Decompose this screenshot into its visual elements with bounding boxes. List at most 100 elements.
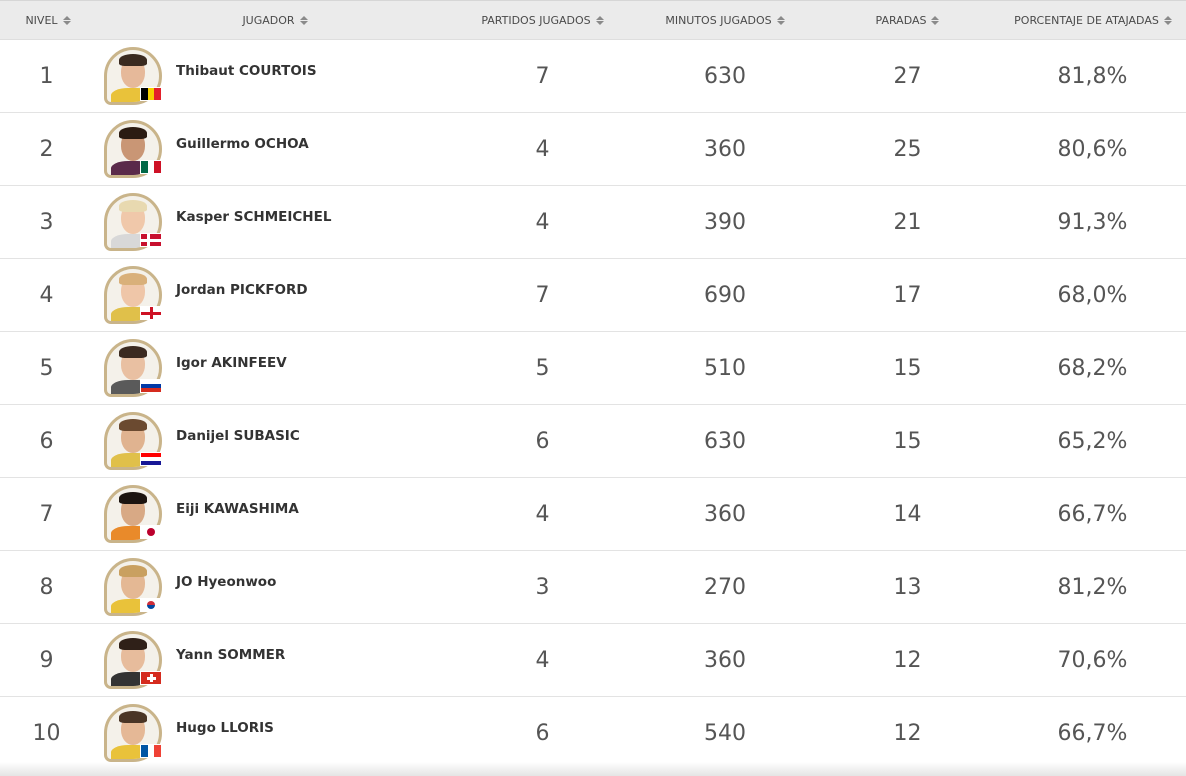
russia-flag-icon [140, 379, 162, 393]
player-avatar [104, 339, 162, 397]
player-name[interactable]: Igor AKINFEEV [176, 355, 287, 371]
table-row[interactable]: 5 5 510 15 68,2% Igor AKINFEEV [0, 332, 1186, 405]
player-name[interactable]: Danijel SUBASIC [176, 428, 300, 444]
player-avatar [104, 704, 162, 762]
save-percentage-cell: 91,3% [1057, 209, 1128, 235]
player-cell[interactable]: Kasper SCHMEICHEL [104, 192, 331, 252]
minutes-cell: 630 [704, 428, 746, 454]
save-percentage-cell: 81,8% [1057, 63, 1128, 89]
sort-minutos-header[interactable]: MINUTOS JUGADOS [650, 1, 800, 39]
player-name[interactable]: Yann SOMMER [176, 647, 286, 663]
matches-cell: 4 [535, 501, 550, 527]
minutes-cell: 630 [704, 63, 746, 89]
table-row[interactable]: 7 4 360 14 66,7% Eiji KAWASHIMA [0, 478, 1186, 551]
player-avatar [104, 193, 162, 251]
minutes-cell: 360 [704, 501, 746, 527]
switzerland-flag-icon [140, 671, 162, 685]
player-avatar [104, 412, 162, 470]
save-percentage-cell: 65,2% [1057, 428, 1128, 454]
player-cell[interactable]: Danijel SUBASIC [104, 411, 300, 471]
player-name[interactable]: Kasper SCHMEICHEL [176, 209, 332, 225]
table-row[interactable]: 4 7 690 17 68,0% Jordan PICKFORD [0, 259, 1186, 332]
saves-cell: 25 [893, 136, 922, 162]
matches-cell: 4 [535, 136, 550, 162]
header-label: PARADAS [875, 13, 927, 27]
player-avatar [104, 631, 162, 689]
header-label: JUGADOR [242, 13, 295, 27]
player-name[interactable]: Hugo LLORIS [176, 720, 274, 736]
table-row[interactable]: 2 4 360 25 80,6% Guillermo OCHOA [0, 113, 1186, 186]
sort-partidos-header[interactable]: PARTIDOS JUGADOS [470, 1, 615, 39]
matches-cell: 4 [535, 209, 550, 235]
sort-arrows-icon [299, 15, 308, 25]
minutes-cell: 270 [704, 574, 746, 600]
table-row[interactable]: 9 4 360 12 70,6% Yann SOMMER [0, 624, 1186, 697]
table-row[interactable]: 6 6 630 15 65,2% Danijel SUBASIC [0, 405, 1186, 478]
player-cell[interactable]: Jordan PICKFORD [104, 265, 308, 325]
matches-cell: 3 [535, 574, 550, 600]
save-percentage-cell: 80,6% [1057, 136, 1128, 162]
table-row[interactable]: 10 6 540 12 66,7% Hugo LLORIS [0, 697, 1186, 770]
table-row[interactable]: 8 3 270 13 81,2% JO Hyeonwoo [0, 551, 1186, 624]
save-percentage-cell: 66,7% [1057, 720, 1128, 746]
sort-paradas-header[interactable]: PARADAS [860, 1, 955, 39]
matches-cell: 7 [535, 63, 550, 89]
rank-cell: 7 [39, 501, 54, 527]
player-name[interactable]: Thibaut COURTOIS [176, 63, 317, 79]
sort-jugador-header[interactable]: JUGADOR [230, 1, 320, 39]
saves-cell: 12 [893, 720, 922, 746]
saves-cell: 12 [893, 647, 922, 673]
table-header: NIVEL JUGADOR PARTIDOS JUGADOS MINUTOS J… [0, 0, 1186, 40]
croatia-flag-icon [140, 452, 162, 466]
minutes-cell: 690 [704, 282, 746, 308]
player-avatar [104, 120, 162, 178]
header-label: PARTIDOS JUGADOS [481, 13, 591, 27]
minutes-cell: 360 [704, 647, 746, 673]
player-cell[interactable]: Igor AKINFEEV [104, 338, 287, 398]
rank-cell: 10 [32, 720, 61, 746]
saves-cell: 13 [893, 574, 922, 600]
save-percentage-cell: 66,7% [1057, 501, 1128, 527]
minutes-cell: 510 [704, 355, 746, 381]
scroll-shadow [0, 762, 1186, 776]
save-percentage-cell: 68,2% [1057, 355, 1128, 381]
rank-cell: 5 [39, 355, 54, 381]
rank-cell: 8 [39, 574, 54, 600]
player-avatar [104, 485, 162, 543]
player-name[interactable]: Guillermo OCHOA [176, 136, 309, 152]
player-cell[interactable]: Eiji KAWASHIMA [104, 484, 299, 544]
table-body: 1 7 630 27 81,8% Thibaut COURTOIS 2 4 360 25 80,6%… [0, 40, 1186, 770]
player-cell[interactable]: Hugo LLORIS [104, 703, 274, 763]
saves-cell: 27 [893, 63, 922, 89]
header-label: PORCENTAJE DE ATAJADAS [1014, 13, 1159, 27]
header-label: MINUTOS JUGADOS [665, 13, 772, 27]
sort-porcentaje-header[interactable]: PORCENTAJE DE ATAJADAS [1000, 1, 1186, 39]
matches-cell: 6 [535, 720, 550, 746]
sort-arrows-icon [62, 15, 71, 25]
save-percentage-cell: 81,2% [1057, 574, 1128, 600]
rank-cell: 2 [39, 136, 54, 162]
matches-cell: 5 [535, 355, 550, 381]
player-name[interactable]: Jordan PICKFORD [176, 282, 308, 298]
saves-cell: 15 [893, 428, 922, 454]
table-row[interactable]: 1 7 630 27 81,8% Thibaut COURTOIS [0, 40, 1186, 113]
sort-nivel-header[interactable]: NIVEL [18, 1, 78, 39]
denmark-flag-icon [140, 233, 162, 247]
japan-flag-icon [140, 525, 162, 539]
player-cell[interactable]: Thibaut COURTOIS [104, 46, 317, 106]
rank-cell: 1 [39, 63, 54, 89]
england-flag-icon [140, 306, 162, 320]
matches-cell: 7 [535, 282, 550, 308]
minutes-cell: 360 [704, 136, 746, 162]
rank-cell: 3 [39, 209, 54, 235]
player-avatar [104, 266, 162, 324]
player-cell[interactable]: Yann SOMMER [104, 630, 285, 690]
player-name[interactable]: Eiji KAWASHIMA [176, 501, 299, 517]
player-cell[interactable]: Guillermo OCHOA [104, 119, 309, 179]
minutes-cell: 390 [704, 209, 746, 235]
table-row[interactable]: 3 4 390 21 91,3% Kasper SCHMEICHEL [0, 186, 1186, 259]
player-cell[interactable]: JO Hyeonwoo [104, 557, 276, 617]
sort-arrows-icon [1163, 15, 1172, 25]
player-name[interactable]: JO Hyeonwoo [176, 574, 277, 590]
